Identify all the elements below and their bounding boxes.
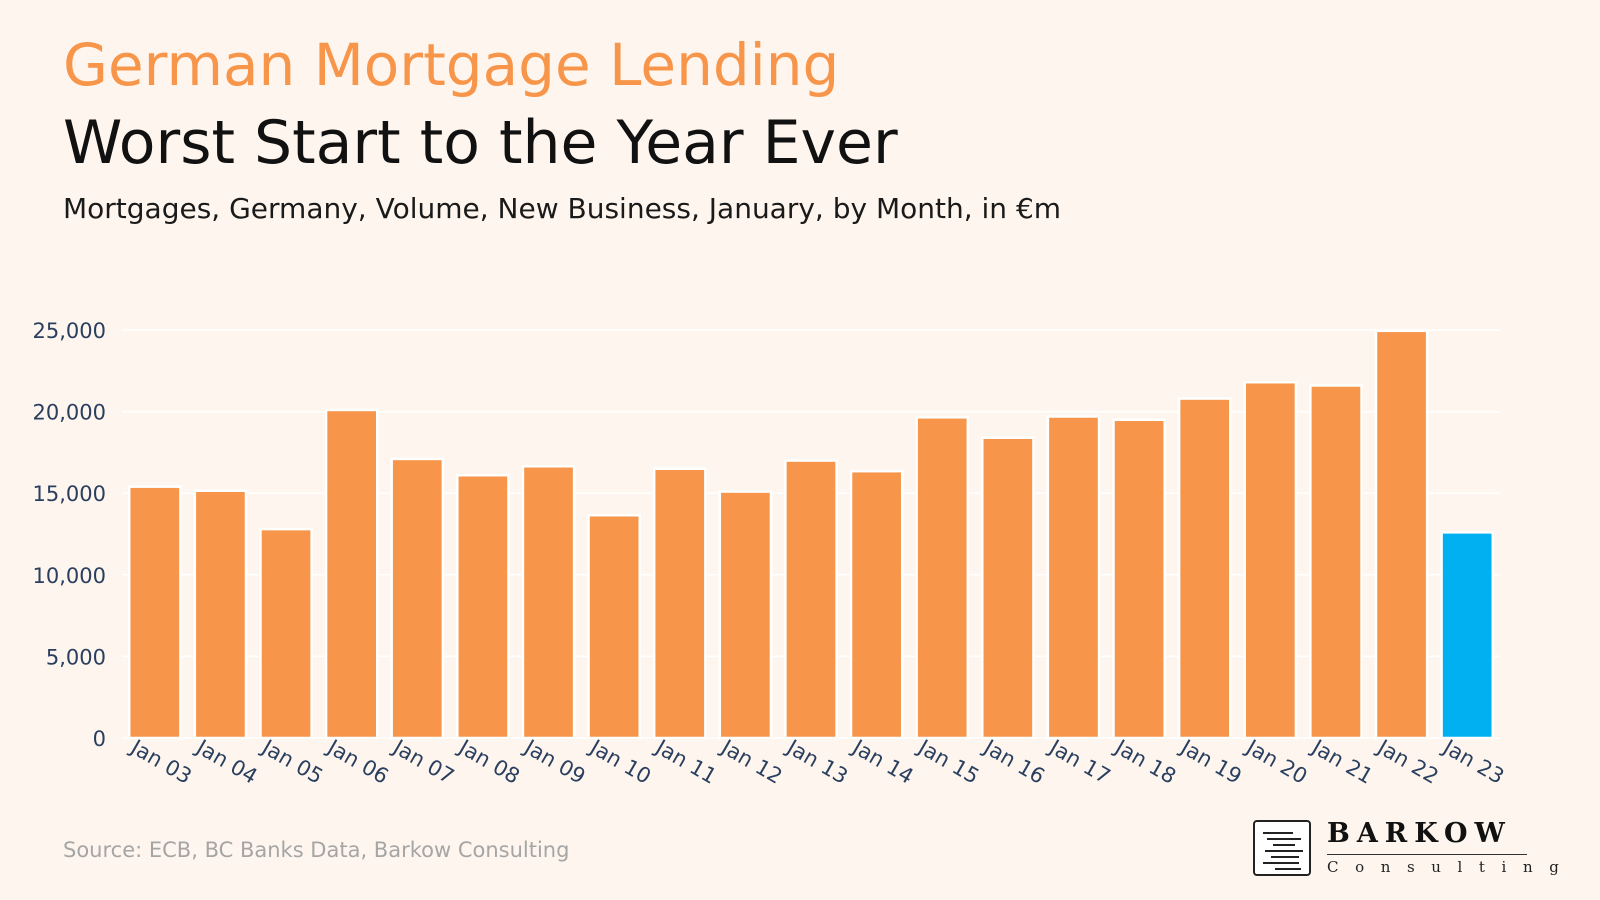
logo-subtitle: Consulting [1327,858,1576,876]
bar [784,459,838,740]
bar [915,416,970,740]
bar [849,469,904,740]
x-tick-label: Jan 10 [584,734,655,789]
x-tick-label: Jan 08 [453,734,524,789]
bar [1309,384,1363,740]
x-tick-label: Jan 07 [388,734,459,789]
x-tick-label: Jan 14 [847,734,918,789]
bar [1112,418,1166,740]
chart-caption: Mortgages, Germany, Volume, New Business… [63,192,1062,225]
x-tick-label: Jan 05 [256,734,327,789]
bar [1046,415,1101,740]
x-tick-label: Jan 03 [125,734,196,789]
bar [652,467,707,740]
source-note: Source: ECB, BC Banks Data, Barkow Consu… [63,838,570,862]
bar [1374,329,1429,740]
bar [587,513,641,740]
x-tick-label: Jan 04 [191,734,262,789]
x-tick-label: Jan 09 [519,734,590,789]
barkow-logo: BARKOW Consulting [1253,818,1559,880]
x-tick-label: Jan 19 [1175,734,1246,789]
bar [521,465,576,740]
bar [718,490,773,740]
x-tick-label: Jan 13 [781,734,852,789]
y-tick-label: 5,000 [46,645,106,669]
bar [1440,531,1495,740]
x-tick-label: Jan 21 [1306,734,1377,789]
x-tick-label: Jan 16 [978,734,1049,789]
x-tick-label: Jan 18 [1109,734,1180,789]
x-tick-label: Jan 20 [1241,734,1312,789]
chart-title: German Mortgage Lending [63,31,840,99]
bar [193,489,248,740]
y-tick-label: 15,000 [33,482,106,506]
bar [1243,380,1298,740]
x-tick-label: Jan 22 [1372,734,1443,789]
y-tick-label: 20,000 [33,401,106,425]
x-tick-label: Jan 11 [650,734,721,789]
logo-mark-icon [1253,820,1311,876]
chart-subtitle: Worst Start to the Year Ever [63,108,898,178]
bar [1177,397,1232,740]
logo-name: BARKOW [1327,818,1512,849]
y-tick-label: 0 [93,727,106,751]
y-tick-label: 25,000 [33,319,106,343]
bar [390,457,445,740]
y-tick-label: 10,000 [33,564,106,588]
bar [259,527,313,740]
x-tick-label: Jan 17 [1044,734,1115,789]
bar [127,485,182,740]
x-tick-label: Jan 23 [1437,734,1508,789]
x-tick-label: Jan 12 [716,734,787,789]
bar [456,473,510,740]
logo-divider [1327,854,1527,855]
x-tick-label: Jan 15 [913,734,984,789]
bar [981,436,1035,740]
x-tick-label: Jan 06 [322,734,393,789]
bar [324,408,379,740]
